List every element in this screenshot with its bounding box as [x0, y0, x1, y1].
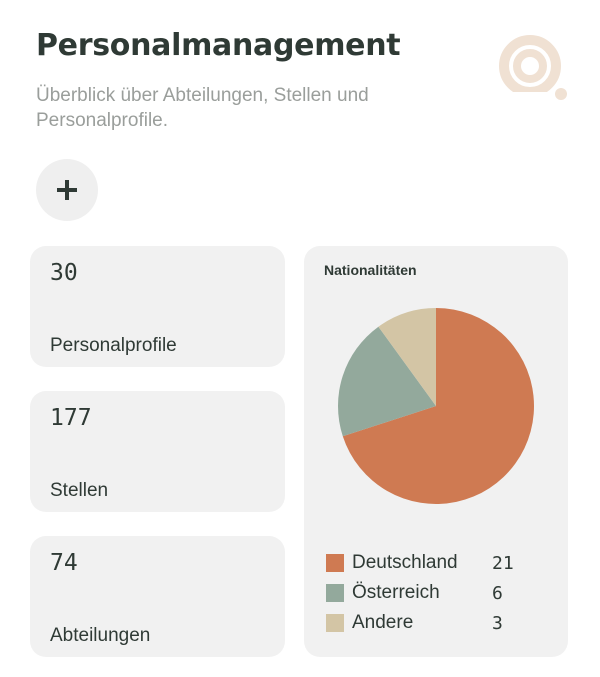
pie-slice-österreich — [338, 326, 436, 437]
add-button[interactable] — [36, 159, 98, 221]
legend-swatch — [326, 584, 344, 602]
plus-icon — [57, 180, 77, 200]
stat-label: Abteilungen — [50, 625, 151, 646]
legend-value: 6 — [492, 582, 503, 604]
stat-label: Stellen — [50, 480, 109, 501]
stat-value: 30 — [50, 260, 78, 286]
legend-value: 3 — [492, 612, 503, 634]
chart-legend: Deutschland 21 Österreich 6 Andere 3 — [326, 548, 514, 638]
legend-item-andere: Andere 3 — [326, 608, 514, 638]
stat-card-personalprofile[interactable]: 30 Personalprofile — [30, 246, 285, 367]
legend-label: Andere — [352, 612, 414, 633]
page-title: Personalmanagement — [36, 28, 401, 63]
legend-label: Deutschland — [352, 552, 458, 573]
stat-value: 74 — [50, 550, 78, 576]
stat-card-stellen[interactable]: 177 Stellen — [30, 391, 285, 512]
pie-slice-deutschland — [342, 308, 534, 504]
page-subtitle: Überblick über Abteilungen, Stellen und … — [36, 85, 369, 131]
legend-item-oesterreich: Österreich 6 — [326, 578, 514, 608]
legend-label: Österreich — [352, 582, 440, 603]
nationality-chart-card: Nationalitäten Deutschland 21 Österreich… — [304, 246, 568, 657]
pie-chart — [338, 308, 534, 504]
stat-card-abteilungen[interactable]: 74 Abteilungen — [30, 536, 285, 657]
legend-item-deutschland: Deutschland 21 — [326, 548, 514, 578]
legend-swatch — [326, 614, 344, 632]
person-search-icon — [494, 35, 567, 104]
chart-title: Nationalitäten — [324, 262, 417, 278]
legend-swatch — [326, 554, 344, 572]
stat-value: 177 — [50, 405, 92, 431]
legend-value: 21 — [492, 552, 514, 574]
stat-label: Personalprofile — [50, 335, 177, 356]
pie-slice-andere — [378, 308, 436, 406]
